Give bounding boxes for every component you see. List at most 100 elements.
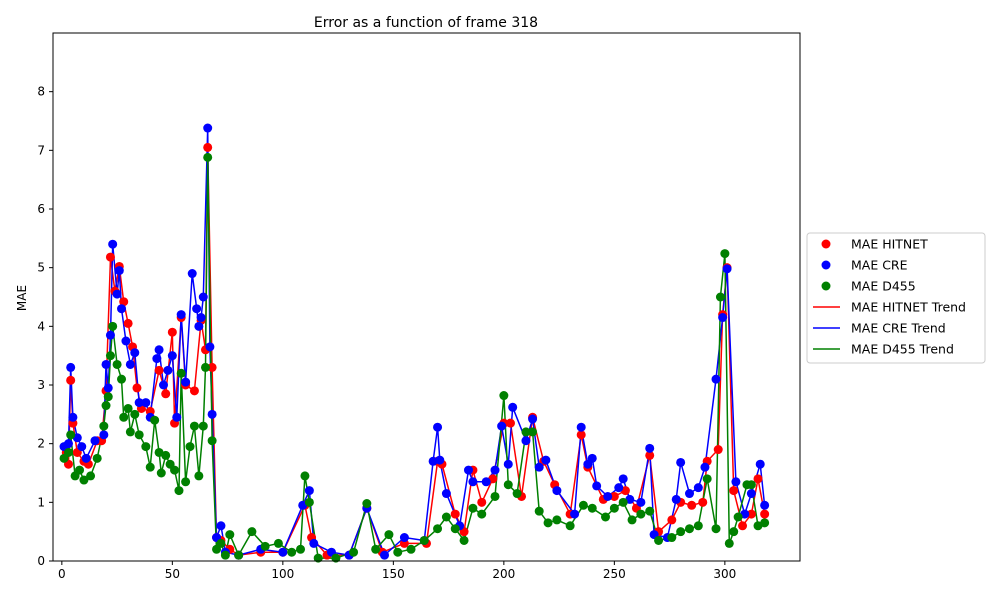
mae-cre-point [700,462,710,472]
mae-d455-point [512,489,522,499]
mae-d455-point [645,506,655,516]
legend-marker [821,281,831,291]
mae-hitnet-point [760,509,770,519]
mae-d455-point [684,524,694,534]
mae-d455-point [371,544,381,554]
mae-cre-point [481,477,491,487]
mae-d455-point [92,453,102,463]
mae-d455-point [185,442,195,452]
mae-d455-point [587,503,597,513]
mae-d455-point [393,547,403,557]
mae-hitnet-point [738,521,748,531]
mae-cre-point [711,374,721,384]
mae-cre-point [108,239,118,249]
mae-cre-point [760,500,770,510]
mae-hitnet-point [161,389,171,399]
mae-cre-point [587,453,597,463]
mae-cre-point [671,494,681,504]
mae-d455-point [161,450,171,460]
mae-cre-point [534,462,544,472]
mae-cre-point [676,457,686,467]
mae-cre-point [121,336,131,346]
mae-hitnet-point [645,450,655,460]
mae-d455-point [141,442,151,452]
plot-frame [52,32,801,562]
legend-marker [821,260,831,270]
legend-item: MAE HITNET [821,237,928,252]
mae-d455-point [156,468,166,478]
mae-cre-point [167,351,177,361]
mae-d455-point [119,412,129,422]
mae-d455-point [273,538,283,548]
mae-cre-point [552,486,562,496]
mae-cre-point [154,345,164,355]
mae-d455-point [490,491,500,501]
mae-cre-point [576,422,586,432]
mae-d455-point [618,497,628,507]
mae-d455-point [349,547,359,557]
y-tick-label: 8 [37,85,45,99]
mae-d455-point [181,477,191,487]
mae-d455-point [112,359,122,369]
mae-cre-point [114,266,124,276]
mae-d455-point [203,152,213,162]
mae-hitnet-point [576,430,586,440]
mae-d455-point [296,544,306,554]
mae-d455-point [676,527,686,537]
mae-d455-point [86,471,96,481]
mae-cre-point [722,264,732,274]
mae-cre-point [207,409,217,419]
mae-cre-point [490,465,500,475]
mae-cre-point [521,436,531,446]
legend-item: MAE D455 [821,279,916,294]
mae-cre-point [463,465,473,475]
mae-d455-point [384,530,394,540]
mae-cre-point [194,321,204,331]
mae-hitnet-point [119,297,129,307]
mae-d455-point [234,550,244,560]
mae-d455-point [477,509,487,519]
mae-d455-point [207,436,217,446]
legend-label: MAE HITNET Trend [851,300,966,315]
mae-cre-point [203,123,213,133]
mae-d455-point [331,553,341,563]
mae-cre-point [435,455,445,465]
mae-d455-point [534,506,544,516]
mae-d455-point [260,541,270,551]
mae-cre-point [205,342,215,352]
mae-d455-point [145,462,155,472]
mae-cre-point [68,412,78,422]
mae-cre-point [645,443,655,453]
x-axis: 0 50 100 150 200 250 300 [58,561,736,581]
mae-cre-point [152,354,162,364]
mae-d455-point [134,430,144,440]
mae-cre-trend-line [63,127,766,557]
mae-cre-point [441,489,451,499]
mae-cre-point [90,436,100,446]
mae-d455-point [105,351,115,361]
mae-cre-point [196,313,206,323]
mae-hitnet-point [713,445,723,455]
mae-hitnet-trend-line [65,147,766,556]
mae-hitnet-point [609,491,619,501]
mae-d455-point [552,515,562,525]
mae-cre-point [176,310,186,320]
mae-d455-point [711,524,721,534]
mae-cre-point [117,304,127,314]
mae-d455-point [362,499,372,509]
mae-cre-point [503,459,513,469]
mae-d455-point [729,527,739,537]
mae-d455-point [216,538,226,548]
mae-hitnet-point [207,362,217,372]
mae-cre-point [192,304,202,314]
mae-cre-point [81,453,91,463]
mae-d455-point [636,509,646,519]
mae-d455-point [601,512,611,522]
legend-label: MAE CRE [851,258,908,273]
series-lines [63,127,766,559]
y-tick-label: 7 [37,143,45,157]
x-tick-label: 100 [271,567,294,581]
mae-d455-point [313,553,323,563]
mae-cre-point [684,489,694,499]
mae-d455-point [99,421,109,431]
